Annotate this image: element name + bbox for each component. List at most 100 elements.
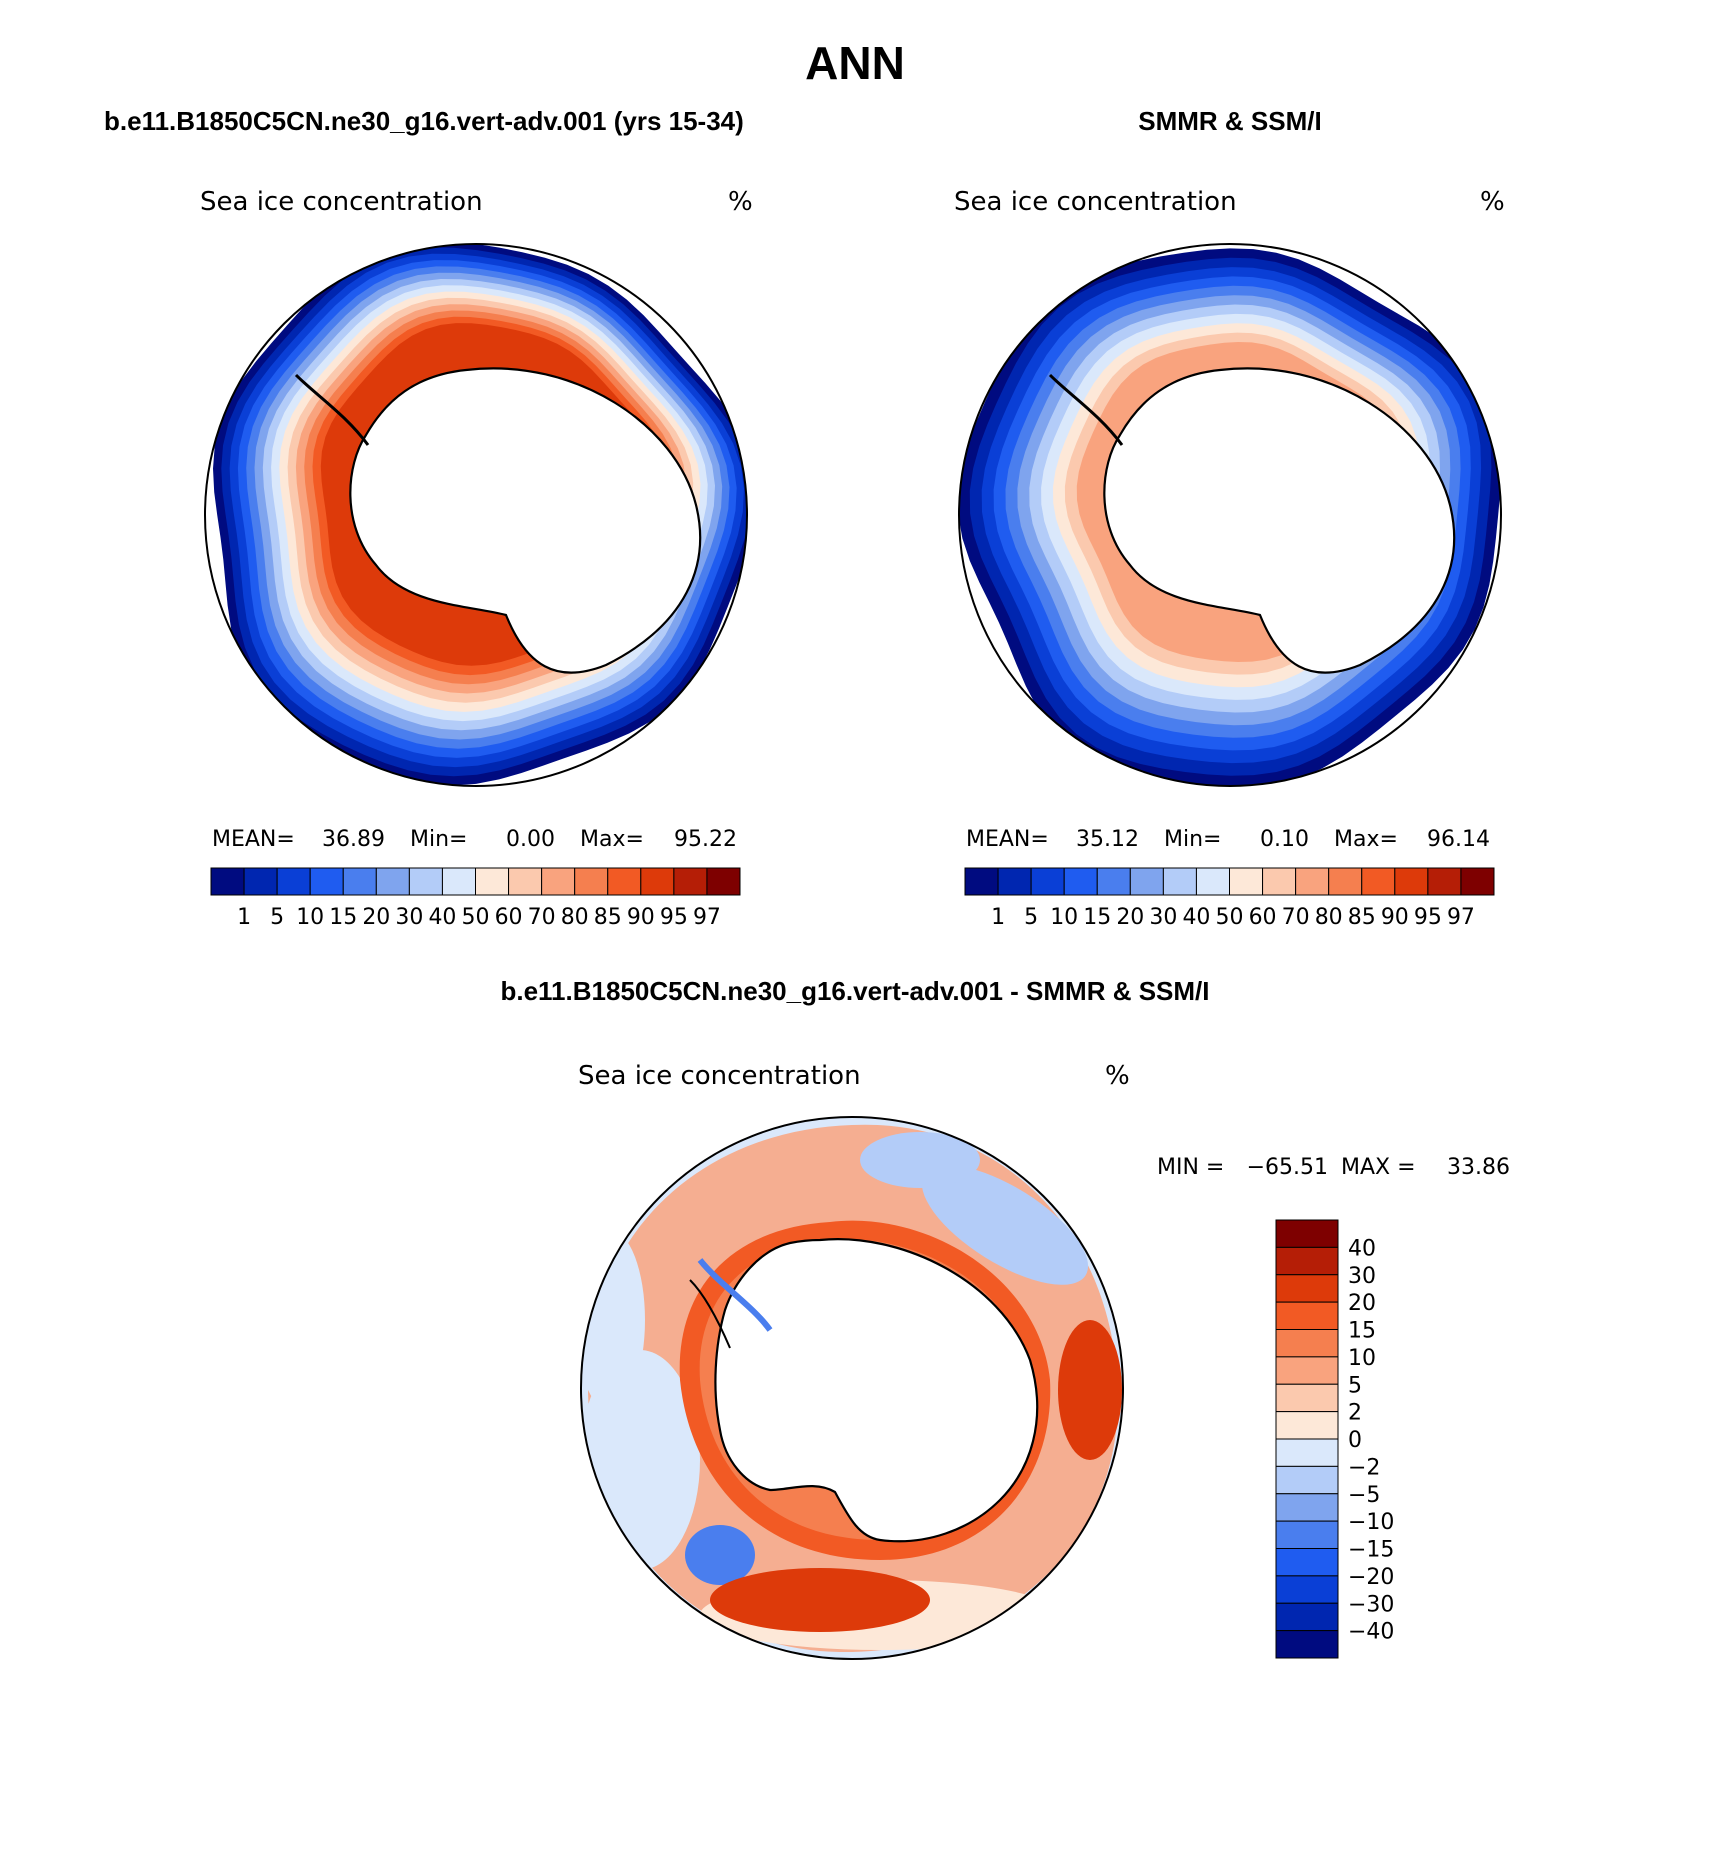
colorbar-tick-label: 85 bbox=[1348, 905, 1376, 930]
model-mean-value: 36.89 bbox=[322, 827, 385, 852]
colorbar-swatch bbox=[1275, 1493, 1339, 1522]
colorbar-tick-label: 95 bbox=[660, 905, 688, 930]
colorbar-tick-label: 60 bbox=[1249, 905, 1277, 930]
colorbar-swatch bbox=[1275, 1411, 1339, 1440]
colorbar-swatch bbox=[210, 867, 245, 896]
diff-map bbox=[581, 1117, 1123, 1659]
colorbar-tick-label: 97 bbox=[693, 905, 721, 930]
obs-ice-bands bbox=[959, 248, 1501, 786]
diff-minmax: MIN = −65.51 MAX = 33.86 bbox=[1157, 1155, 1510, 1180]
colorbar-swatch bbox=[1275, 1438, 1339, 1467]
colorbar-tick-label: 50 bbox=[1216, 905, 1244, 930]
model-ice-bands bbox=[213, 244, 747, 786]
colorbar-swatch bbox=[1030, 867, 1065, 896]
colorbar-swatch bbox=[1275, 1274, 1339, 1303]
colorbar-tick-label: 10 bbox=[1348, 1346, 1376, 1371]
colorbar-swatch bbox=[997, 867, 1032, 896]
colorbar-tick-label: 95 bbox=[1414, 905, 1442, 930]
colorbar-swatch bbox=[1275, 1301, 1339, 1330]
antarctic-peninsula bbox=[1048, 373, 1124, 446]
colorbar-swatch bbox=[706, 867, 741, 896]
model-map-border bbox=[204, 243, 748, 787]
colorbar-tick-label: 70 bbox=[1282, 905, 1310, 930]
obs-map bbox=[959, 244, 1501, 786]
colorbar-tick-label: 15 bbox=[329, 905, 357, 930]
colorbar-swatch bbox=[1129, 867, 1164, 896]
colorbar-swatch bbox=[342, 867, 377, 896]
colorbar-tick-label: −40 bbox=[1348, 1620, 1394, 1645]
obs-colorbar: 1 5 10 15 20 30 40 50 60 70 80 85 90 95 97 bbox=[964, 867, 1495, 930]
colorbar-tick-label: 90 bbox=[1381, 905, 1409, 930]
obs-stats: MEAN= 35.12 Min= 0.10 Max= 96.14 bbox=[966, 827, 1490, 852]
colorbar-swatch bbox=[1262, 867, 1297, 896]
colorbar-swatch bbox=[475, 867, 510, 896]
colorbar-swatch bbox=[1096, 867, 1131, 896]
model-map bbox=[205, 244, 747, 786]
colorbar-tick-label: −2 bbox=[1348, 1455, 1380, 1480]
diff-min-label: MIN = bbox=[1157, 1155, 1224, 1180]
colorbar-swatch bbox=[1275, 1602, 1339, 1632]
model-min-label: Min= bbox=[410, 827, 467, 852]
colorbar-tick-label: −5 bbox=[1348, 1483, 1380, 1508]
model-colorbar: 1 5 10 15 20 30 40 50 60 70 80 85 90 95 97 bbox=[210, 867, 741, 930]
colorbar-tick-label: 1 bbox=[991, 905, 1005, 930]
colorbar-swatch bbox=[309, 867, 344, 896]
colorbar-swatch bbox=[408, 867, 443, 896]
colorbar-tick-label: 40 bbox=[1182, 905, 1210, 930]
colorbar-tick-label: 20 bbox=[362, 905, 390, 930]
diff-variable-label: Sea ice concentration bbox=[578, 1061, 861, 1091]
colorbar-swatch bbox=[607, 867, 642, 896]
model-max-label: Max= bbox=[580, 827, 644, 852]
colorbar-swatch bbox=[1275, 1630, 1339, 1659]
obs-min-value: 0.10 bbox=[1260, 827, 1309, 852]
colorbar-tick-label: 85 bbox=[594, 905, 622, 930]
colorbar-tick-label: 0 bbox=[1348, 1428, 1362, 1453]
colorbar-swatch bbox=[640, 867, 675, 896]
colorbar-swatch bbox=[1460, 867, 1495, 896]
colorbar-swatch bbox=[375, 867, 410, 896]
model-stats: MEAN= 36.89 Min= 0.00 Max= 95.22 bbox=[212, 827, 737, 852]
colorbar-swatch bbox=[1361, 867, 1396, 896]
colorbar-tick-label: 60 bbox=[495, 905, 523, 930]
colorbar-tick-label: 2 bbox=[1348, 1401, 1362, 1426]
colorbar-swatch bbox=[1229, 867, 1264, 896]
obs-case-title: SMMR & SSM/I bbox=[1138, 106, 1321, 136]
colorbar-swatch bbox=[673, 867, 708, 896]
colorbar-swatch bbox=[1275, 1575, 1339, 1604]
colorbar-tick-label: 80 bbox=[561, 905, 589, 930]
colorbar-swatch bbox=[1328, 867, 1363, 896]
colorbar-swatch bbox=[1427, 867, 1462, 896]
colorbar-tick-label: 40 bbox=[428, 905, 456, 930]
obs-map-border bbox=[958, 243, 1502, 787]
figure-title: ANN bbox=[805, 37, 905, 89]
colorbar-tick-label: 30 bbox=[1348, 1264, 1376, 1289]
colorbar-tick-label: 15 bbox=[1083, 905, 1111, 930]
model-units-label: % bbox=[728, 187, 753, 217]
colorbar-swatch bbox=[1275, 1383, 1339, 1413]
colorbar-swatch bbox=[1275, 1465, 1339, 1495]
colorbar-tick-label: −20 bbox=[1348, 1565, 1394, 1590]
colorbar-swatch bbox=[243, 867, 278, 896]
obs-min-label: Min= bbox=[1164, 827, 1221, 852]
colorbar-tick-label: −10 bbox=[1348, 1510, 1394, 1535]
colorbar-tick-label: 30 bbox=[1149, 905, 1177, 930]
colorbar-tick-label: 70 bbox=[528, 905, 556, 930]
colorbar-tick-label: −30 bbox=[1348, 1592, 1394, 1617]
colorbar-swatch bbox=[1275, 1520, 1339, 1549]
colorbar-swatch bbox=[1195, 867, 1230, 896]
colorbar-tick-label: 40 bbox=[1348, 1236, 1376, 1261]
diff-case-title: b.e11.B1850C5CN.ne30_g16.vert-adv.001 - … bbox=[500, 976, 1209, 1006]
obs-max-label: Max= bbox=[1334, 827, 1398, 852]
model-variable-label: Sea ice concentration bbox=[200, 187, 483, 217]
colorbar-swatch bbox=[1162, 867, 1197, 896]
obs-units-label: % bbox=[1480, 187, 1505, 217]
colorbar-tick-label: 15 bbox=[1348, 1319, 1376, 1344]
colorbar-swatch bbox=[1275, 1219, 1339, 1248]
colorbar-tick-label: 10 bbox=[296, 905, 324, 930]
model-max-value: 95.22 bbox=[674, 827, 737, 852]
model-case-title: b.e11.B1850C5CN.ne30_g16.vert-adv.001 (y… bbox=[104, 106, 744, 136]
colorbar-swatch bbox=[1063, 867, 1098, 896]
antarctica-outline bbox=[349, 367, 702, 674]
